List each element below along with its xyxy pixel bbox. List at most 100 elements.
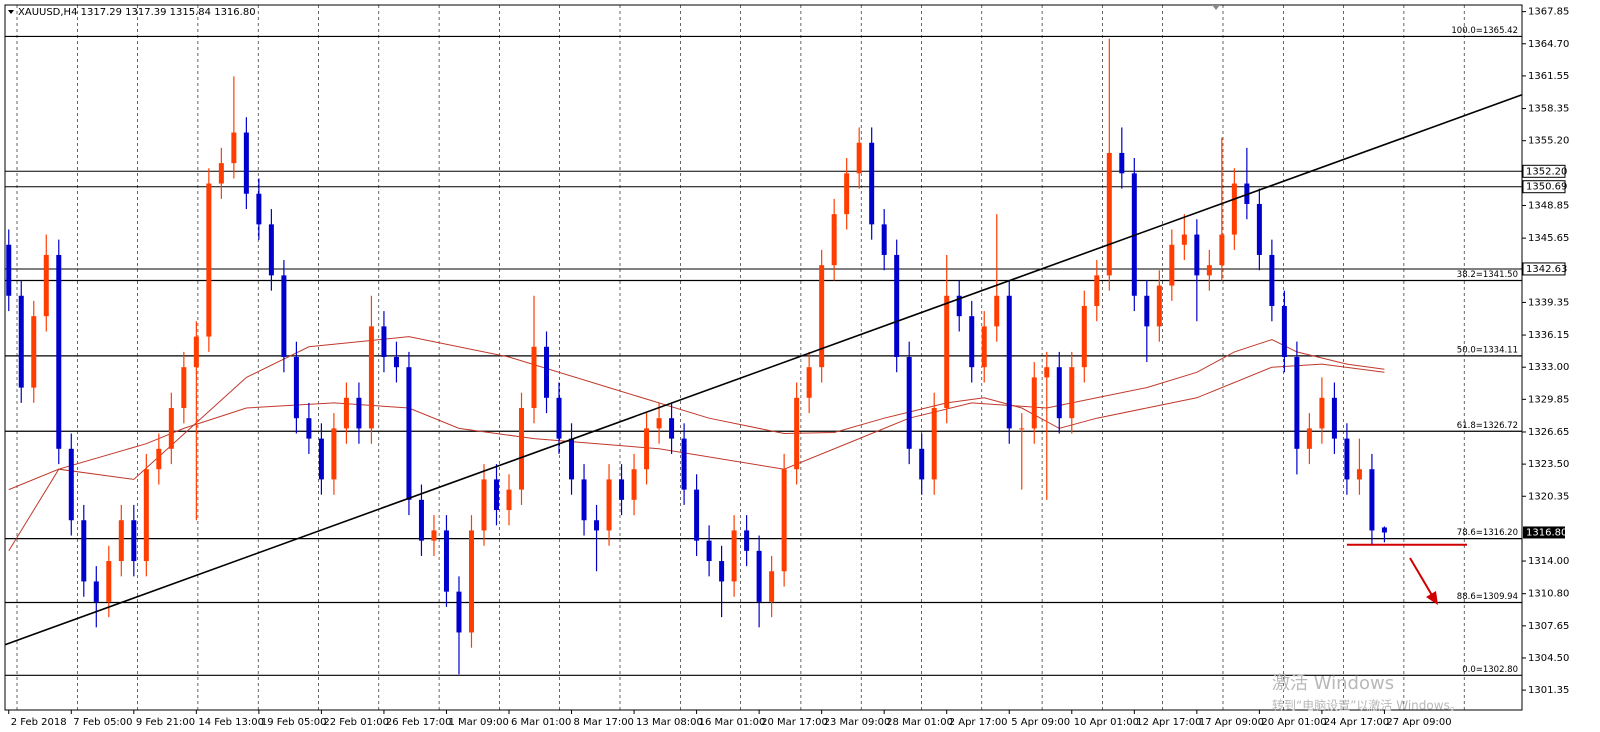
candle-body bbox=[806, 367, 812, 398]
candle-body bbox=[168, 408, 174, 449]
candle-body bbox=[306, 418, 312, 439]
candle-body bbox=[656, 418, 662, 429]
x-tick-label: 13 Mar 08:00 bbox=[636, 717, 703, 728]
candle-body bbox=[356, 397, 362, 429]
menu-triangle bbox=[8, 10, 14, 14]
candle-body bbox=[443, 530, 449, 592]
current-price-box bbox=[1523, 526, 1565, 539]
candle-body bbox=[756, 550, 762, 602]
candle-body bbox=[544, 346, 550, 398]
candle-body bbox=[694, 489, 700, 541]
y-tick-label: 1348.85 bbox=[1528, 200, 1569, 211]
fib-label: 88.6=1309.94 bbox=[1457, 592, 1518, 602]
candle-body bbox=[956, 295, 962, 317]
x-tick-label: 23 Mar 09:00 bbox=[824, 717, 891, 728]
candle-body bbox=[68, 448, 74, 521]
candle-body bbox=[131, 520, 137, 562]
candle-body bbox=[1344, 438, 1350, 480]
x-tick-label: 20 Mar 17:00 bbox=[761, 717, 828, 728]
shift-marker bbox=[1212, 5, 1220, 10]
candle-body bbox=[531, 346, 537, 409]
candle-body bbox=[293, 356, 299, 419]
marks bbox=[4, 35, 1523, 676]
candle-body bbox=[819, 265, 825, 368]
candle-body bbox=[781, 469, 787, 572]
candle-body bbox=[581, 479, 587, 521]
candle-body bbox=[1206, 265, 1212, 276]
candle-body bbox=[1044, 367, 1050, 378]
candle-body bbox=[1119, 152, 1125, 174]
x-tick-label: 19 Feb 05:00 bbox=[261, 717, 327, 728]
candle-body bbox=[894, 254, 900, 357]
candle-body bbox=[31, 316, 37, 388]
candle-body bbox=[1156, 285, 1162, 327]
price-box bbox=[1522, 262, 1566, 276]
candle-body bbox=[631, 469, 637, 500]
y-tick-label: 1358.35 bbox=[1528, 104, 1569, 115]
candle-body bbox=[981, 326, 987, 368]
x-tick-label: 8 Mar 17:00 bbox=[574, 717, 634, 728]
candle-body bbox=[1106, 152, 1112, 276]
fib-label: 100.0=1365.42 bbox=[1451, 26, 1518, 36]
candle-body bbox=[681, 438, 687, 490]
x-tick-label: 26 Feb 17:00 bbox=[386, 717, 452, 728]
candle-body bbox=[706, 540, 712, 562]
y-tick-label: 1355.20 bbox=[1528, 136, 1569, 147]
candle-body bbox=[1169, 244, 1175, 286]
candle-body bbox=[969, 316, 975, 368]
moving-average bbox=[8, 336, 1385, 491]
candle-body bbox=[619, 479, 625, 500]
candle-body bbox=[493, 479, 499, 511]
x-tick-label: 17 Apr 09:00 bbox=[1199, 717, 1264, 728]
candle-body bbox=[1019, 428, 1025, 430]
fib-label: 50.0=1334.11 bbox=[1457, 345, 1518, 355]
candle-body bbox=[1381, 527, 1387, 533]
y-tick-label: 1361.55 bbox=[1528, 71, 1569, 82]
candle-body bbox=[1056, 367, 1062, 419]
arrow-head bbox=[1426, 591, 1438, 605]
candle-body bbox=[1094, 275, 1100, 306]
current-price-label: 1316.80 bbox=[1526, 527, 1567, 538]
candle-body bbox=[206, 183, 212, 337]
fib-label: 78.6=1316.20 bbox=[1457, 528, 1518, 538]
candle-body bbox=[468, 530, 474, 633]
y-tick-label: 1307.65 bbox=[1528, 621, 1569, 632]
candle-body bbox=[81, 520, 87, 582]
x-tick-label: 28 Mar 01:00 bbox=[886, 717, 953, 728]
candle-body bbox=[831, 214, 837, 266]
candle-body bbox=[143, 469, 149, 562]
y-tick-label: 1345.65 bbox=[1528, 233, 1569, 244]
candle-body bbox=[1069, 367, 1075, 419]
x-tick-label: 7 Feb 05:00 bbox=[73, 717, 132, 728]
candle-body bbox=[994, 295, 1000, 327]
candle-body bbox=[1294, 356, 1300, 449]
plot-frame bbox=[4, 4, 1523, 711]
arrow-shaft bbox=[1409, 557, 1434, 598]
candle-body bbox=[881, 224, 887, 255]
candle-body bbox=[318, 438, 324, 480]
candle-body bbox=[919, 448, 925, 480]
watermark: 激活 Windows bbox=[1272, 673, 1394, 694]
x-tick-label: 12 Apr 17:00 bbox=[1136, 717, 1201, 728]
symbol-header: XAUUSD,H4 1317.29 1317.39 1315.84 1316.8… bbox=[18, 7, 256, 18]
y-tick-label: 1329.85 bbox=[1528, 394, 1569, 405]
x-tick-label: 6 Mar 01:00 bbox=[511, 717, 571, 728]
candle-body bbox=[118, 520, 124, 562]
candle-body bbox=[506, 489, 512, 511]
x-tick-label: 14 Feb 13:00 bbox=[198, 717, 264, 728]
x-tick-label: 16 Mar 01:00 bbox=[699, 717, 766, 728]
y-tick-label: 1320.35 bbox=[1528, 491, 1569, 502]
candle-body bbox=[481, 479, 487, 531]
y-tick-label: 1339.35 bbox=[1528, 297, 1569, 308]
candle-body bbox=[231, 132, 237, 164]
candle-body bbox=[193, 336, 199, 368]
candle-body bbox=[1231, 183, 1237, 235]
candle-body bbox=[368, 326, 374, 429]
y-tick-label: 1336.15 bbox=[1528, 330, 1569, 341]
candle-body bbox=[644, 428, 650, 470]
price-label: 1352.20 bbox=[1526, 166, 1567, 177]
candle-body bbox=[106, 561, 112, 602]
candle-body bbox=[519, 408, 525, 490]
